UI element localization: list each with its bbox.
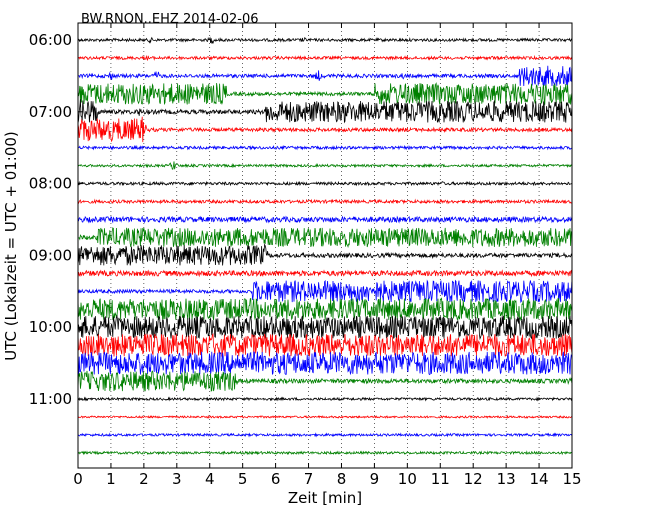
y-tick-label-2: 08:00 — [29, 175, 72, 193]
x-tick-label-10: 10 — [398, 470, 417, 488]
plot-frame — [77, 22, 573, 469]
trace-row-17 — [77, 332, 573, 357]
chart-title: BW.RNON..EHZ 2014-02-06 — [81, 12, 259, 27]
x-tick-label-11: 11 — [431, 470, 450, 488]
trace-row-18 — [77, 351, 573, 376]
x-tick-label-5: 5 — [238, 470, 248, 488]
trace-row-9 — [77, 198, 572, 205]
trace-row-2 — [77, 65, 573, 87]
trace-row-21 — [77, 414, 573, 420]
x-tick-label-4: 4 — [205, 470, 215, 488]
x-tick-label-3: 3 — [172, 470, 182, 488]
trace-row-13 — [77, 269, 573, 278]
x-tick-label-1: 1 — [106, 470, 116, 488]
trace-row-16 — [77, 314, 573, 341]
trace-row-19 — [77, 370, 573, 392]
trace-row-1 — [77, 54, 573, 62]
trace-row-6 — [77, 144, 572, 151]
trace-row-11 — [78, 227, 573, 248]
trace-row-22 — [77, 432, 573, 438]
x-tick-labels: 0 1 2 3 4 5 6 7 8 9 10 11 12 13 14 15 — [73, 470, 581, 488]
trace-row-14 — [77, 279, 573, 303]
x-axis-label: Zeit [min] — [288, 489, 362, 507]
trace-row-10 — [77, 215, 573, 224]
x-tick-label-15: 15 — [562, 470, 581, 488]
trace-row-4 — [77, 99, 573, 124]
x-tick-label-14: 14 — [530, 470, 549, 488]
trace-row-15 — [77, 297, 573, 322]
y-tick-label-5: 11:00 — [29, 390, 72, 408]
trace-row-7 — [77, 161, 573, 170]
seismic-traces — [77, 36, 573, 456]
trace-row-5 — [77, 116, 573, 143]
y-tick-label-0: 06:00 — [29, 31, 72, 49]
trace-row-0 — [77, 36, 573, 45]
vertical-grid — [110, 23, 540, 468]
x-tick-label-8: 8 — [337, 470, 347, 488]
trace-row-23 — [77, 450, 572, 456]
x-tick-label-12: 12 — [464, 470, 483, 488]
x-tick-label-2: 2 — [139, 470, 149, 488]
x-tick-label-6: 6 — [271, 470, 281, 488]
y-tick-label-3: 09:00 — [29, 246, 72, 264]
trace-row-8 — [77, 180, 572, 187]
x-tick-label-0: 0 — [73, 470, 83, 488]
trace-row-20 — [77, 396, 573, 402]
y-tick-labels: 06:00 07:00 08:00 09:00 10:00 11:00 — [29, 31, 72, 408]
y-tick-label-1: 07:00 — [29, 103, 72, 121]
trace-row-12 — [77, 243, 573, 266]
y-tick-label-4: 10:00 — [29, 318, 72, 336]
x-tick-label-9: 9 — [370, 470, 380, 488]
axis-ticks — [77, 23, 573, 468]
y-axis-label: UTC (Lokalzeit = UTC + 01:00) — [2, 131, 20, 361]
x-tick-label-13: 13 — [497, 470, 516, 488]
trace-row-3 — [77, 82, 573, 106]
x-tick-label-7: 7 — [304, 470, 314, 488]
